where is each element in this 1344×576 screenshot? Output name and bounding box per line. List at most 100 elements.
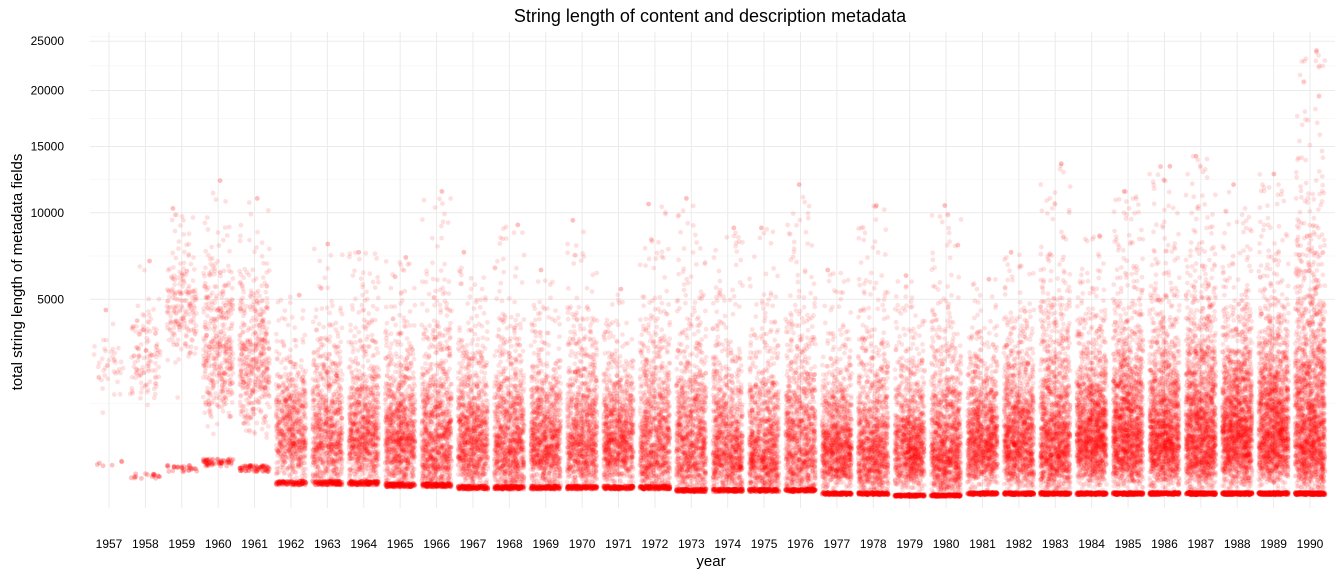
data-point xyxy=(393,323,398,328)
data-point xyxy=(203,302,208,307)
data-point xyxy=(263,414,268,419)
data-point xyxy=(302,480,307,485)
data-point xyxy=(290,471,295,476)
data-point xyxy=(229,270,234,275)
data-point xyxy=(321,365,326,370)
data-point xyxy=(357,474,362,479)
data-point xyxy=(107,358,112,363)
data-point xyxy=(326,433,331,438)
data-point xyxy=(167,289,172,294)
data-point xyxy=(176,337,181,342)
data-point xyxy=(317,427,322,432)
data-point xyxy=(334,373,339,378)
data-point xyxy=(290,315,295,320)
data-point xyxy=(320,336,325,341)
data-point xyxy=(219,389,224,394)
data-point xyxy=(327,352,332,357)
data-point xyxy=(361,354,366,359)
data-point xyxy=(362,318,367,323)
data-point xyxy=(230,381,235,386)
data-point xyxy=(399,263,404,268)
data-point xyxy=(153,331,158,336)
data-point xyxy=(245,339,250,344)
data-point xyxy=(295,386,300,391)
data-point xyxy=(330,303,335,308)
data-point xyxy=(185,344,190,349)
data-point xyxy=(286,378,291,383)
data-point xyxy=(337,431,342,436)
data-point xyxy=(230,400,235,405)
data-point xyxy=(252,469,257,474)
data-point xyxy=(267,394,272,399)
data-point xyxy=(385,364,390,369)
data-point xyxy=(143,471,148,476)
data-point xyxy=(384,343,389,348)
data-point xyxy=(250,391,255,396)
data-point xyxy=(152,326,157,331)
data-point xyxy=(283,308,288,313)
data-point xyxy=(371,339,376,344)
data-point xyxy=(294,344,299,349)
data-point xyxy=(278,298,283,303)
data-point xyxy=(412,303,417,308)
data-point xyxy=(262,374,267,379)
data-point xyxy=(370,432,375,437)
data-point xyxy=(184,333,189,338)
data-point xyxy=(338,368,343,373)
data-point xyxy=(338,360,343,365)
data-point xyxy=(206,285,211,290)
data-point xyxy=(151,307,156,312)
data-point xyxy=(216,230,221,235)
data-point xyxy=(310,416,315,421)
data-point xyxy=(191,309,196,314)
data-point xyxy=(364,289,369,294)
data-point xyxy=(188,351,193,356)
data-point xyxy=(312,429,317,434)
data-point xyxy=(246,326,251,331)
data-point xyxy=(210,256,215,261)
data-point xyxy=(325,398,330,403)
data-point xyxy=(189,337,194,342)
data-point xyxy=(376,280,381,285)
data-point xyxy=(314,327,319,332)
data-point-outlier xyxy=(297,293,302,298)
data-point xyxy=(92,352,97,357)
data-point xyxy=(323,275,328,280)
data-point xyxy=(317,363,322,368)
data-point xyxy=(246,396,251,401)
data-point xyxy=(211,432,216,437)
data-point xyxy=(353,472,358,477)
data-point xyxy=(214,197,219,202)
data-point xyxy=(212,364,217,369)
data-point xyxy=(214,296,219,301)
data-point xyxy=(332,343,337,348)
data-point xyxy=(260,240,265,245)
data-point xyxy=(299,358,304,363)
data-point xyxy=(274,434,279,439)
data-point xyxy=(335,418,340,423)
data-point xyxy=(332,465,337,470)
data-point xyxy=(361,373,366,378)
data-point xyxy=(299,474,304,479)
data-point xyxy=(250,407,255,412)
data-point xyxy=(274,461,279,466)
data-point xyxy=(227,249,232,254)
data-point xyxy=(317,322,322,327)
data-point xyxy=(238,307,243,312)
data-point xyxy=(186,242,191,247)
data-point xyxy=(239,223,244,228)
data-point xyxy=(176,357,181,362)
data-point xyxy=(238,380,243,385)
data-point xyxy=(186,253,191,258)
data-point xyxy=(259,343,264,348)
data-point xyxy=(238,280,243,285)
data-point xyxy=(166,469,171,474)
data-point xyxy=(360,452,365,457)
data-point xyxy=(277,352,282,357)
data-point xyxy=(229,347,234,352)
data-point xyxy=(371,280,376,285)
data-point xyxy=(325,285,330,290)
data-point xyxy=(100,386,105,391)
data-point xyxy=(261,261,266,266)
data-point xyxy=(181,232,186,237)
